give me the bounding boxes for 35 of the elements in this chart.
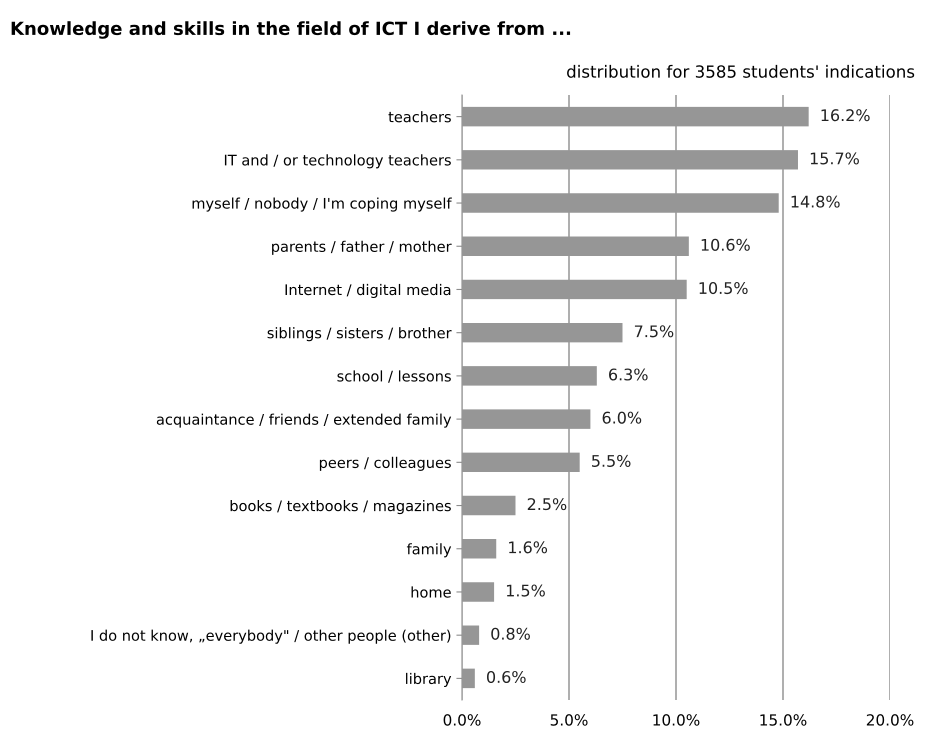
data-label: 7.5% [634,325,674,338]
data-label: 0.6% [487,670,526,684]
data-label: 5.5% [592,454,631,467]
data-label: 6.0% [602,412,642,424]
y-tick-label: peers / colleagues [320,456,451,471]
data-label: 10.6% [702,238,750,251]
text: Knowledge and skills in the field of ICT I derive from ... [12,21,570,39]
x-tick-label: 15.0% [760,714,806,726]
y-tick-label: siblings / sisters / brother [268,327,452,342]
data-label: 10.5% [700,282,748,294]
data-label: 1.6% [509,541,548,554]
y-tick-label: books / textbooks / magazines [230,500,451,514]
y-tick-label: I do not know, „everybody" / other people (other) [91,630,450,644]
x-tick-label: 0.0% [444,714,481,726]
y-tick-label: myself / nobody / I'm coping myself [192,197,452,212]
x-tick-label: 20.0% [866,714,914,726]
data-label: 15.7% [810,152,859,164]
y-tick-label: home [412,586,451,598]
y-tick-label: family [406,543,452,558]
y-tick-label: teachers [388,111,451,122]
y-tick-label: Internet / digital media [286,284,450,298]
data-label: 6.3% [609,368,648,381]
y-tick-label: school / lessons [337,370,451,383]
y-tick-label: parents / father / mother [272,240,452,255]
data-label: 2.5% [528,498,566,510]
y-tick-label: IT and / or technology teachers [224,154,451,168]
data-label: 0.8% [491,628,530,640]
chart-subtitle: distribution for 3585 students' indications [567,64,914,78]
x-tick-label: 5.0% [550,714,588,726]
data-label: 16.2% [822,109,870,122]
data-label: 14.8% [792,196,840,208]
data-label: 1.5% [506,584,545,597]
y-tick-label: library [406,672,452,687]
y-tick-label: acquaintance / friends / extended family [156,414,452,428]
x-tick-label: 10.0% [653,714,700,726]
